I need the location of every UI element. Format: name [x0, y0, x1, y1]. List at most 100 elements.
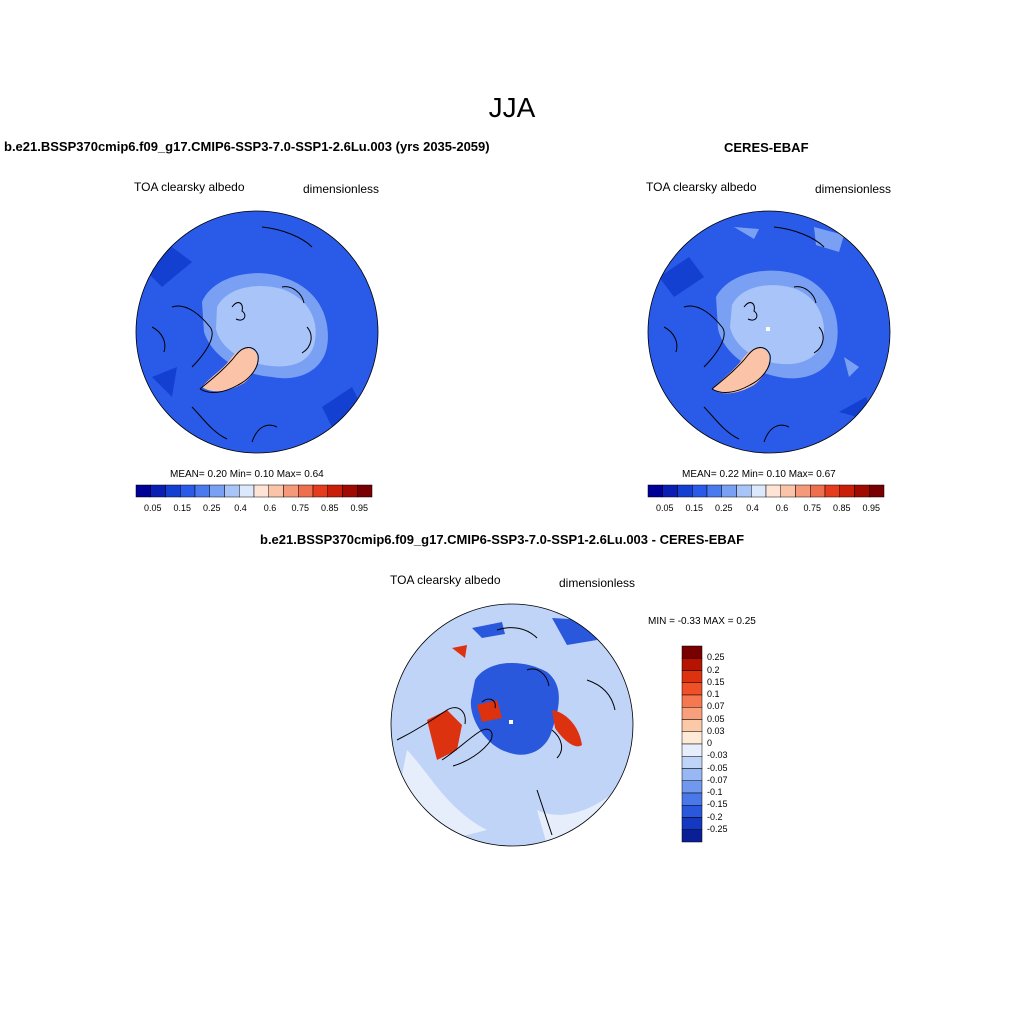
colorbar-box	[312, 484, 328, 498]
diff-colorbar-tick-label: -0.05	[707, 762, 728, 773]
diff-colorbar-box	[681, 694, 703, 708]
colorbar-box	[869, 484, 885, 498]
obs-colorbar	[647, 484, 885, 498]
diff-colorbar-box	[681, 780, 703, 794]
diff-colorbar-box	[681, 682, 703, 696]
colorbar-tick-label: 0.85	[833, 503, 851, 513]
diff-colorbar-box	[681, 792, 703, 806]
model-colorbar-boxes	[135, 484, 373, 498]
diff-pole-hole	[509, 720, 513, 724]
model-coastlines	[151, 226, 313, 443]
colorbar-box	[253, 484, 269, 498]
colorbar-box	[736, 484, 752, 498]
obs-panel-title: CERES-EBAF	[724, 140, 809, 155]
colorbar-box	[692, 484, 708, 498]
colorbar-tick-label: 0.05	[656, 503, 674, 513]
colorbar-box	[854, 484, 870, 498]
obs-colorbar-boxes	[647, 484, 885, 498]
diff-map-border	[390, 603, 634, 847]
colorbar-box	[795, 484, 811, 498]
diff-colorbar-tick-label: 0.07	[707, 701, 725, 712]
colorbar-tick-label: 0.25	[203, 503, 221, 513]
obs-pole-hole	[766, 327, 770, 331]
diff-colorbar-box	[681, 670, 703, 683]
diff-variable-label: TOA clearsky albedo	[390, 573, 501, 587]
colorbar-box	[810, 484, 826, 498]
obs-variable-label: TOA clearsky albedo	[646, 180, 757, 194]
diff-colorbar-tick-label: 0.15	[707, 676, 725, 687]
model-colorbar	[135, 484, 373, 498]
colorbar-tick-label: 0.4	[234, 503, 247, 513]
diff-units-label: dimensionless	[559, 576, 636, 590]
diff-neutral-patches	[397, 750, 627, 845]
diff-colorbar-tick-label: -0.15	[707, 799, 728, 810]
colorbar-box	[150, 484, 166, 498]
obs-stats: MEAN= 0.22 Min= 0.10 Max= 0.67	[682, 469, 836, 480]
colorbar-tick-label: 0.4	[746, 503, 759, 513]
colorbar-box	[135, 484, 151, 498]
diff-colorbar-box	[681, 719, 703, 732]
diff-coastlines	[396, 627, 616, 836]
diff-colorbar-box	[681, 707, 703, 720]
colorbar-box	[283, 484, 299, 498]
colorbar-box	[706, 484, 722, 498]
diff-negative-north	[472, 618, 597, 645]
diff-colorbar-tick-label: 0.2	[707, 664, 720, 675]
diff-colorbar-box	[681, 731, 703, 745]
diff-negative-arctic	[470, 662, 559, 755]
colorbar-box	[180, 484, 196, 498]
model-panel-title: b.e21.BSSP370cmip6.f09_g17.CMIP6-SSP3-7.…	[4, 139, 490, 154]
colorbar-box	[839, 484, 855, 498]
diff-colorbar-tick-label: -0.25	[707, 823, 728, 834]
diff-colorbar-box	[681, 817, 703, 830]
colorbar-box	[751, 484, 767, 498]
colorbar-box	[327, 484, 343, 498]
diff-colorbar-box	[681, 743, 703, 757]
colorbar-box	[765, 484, 781, 498]
colorbar-box	[224, 484, 240, 498]
diff-colorbar-tick-label: -0.2	[707, 811, 723, 822]
colorbar-tick-label: 0.6	[775, 503, 789, 513]
colorbar-box	[298, 484, 314, 498]
obs-light-patches	[734, 227, 859, 377]
diff-colorbar-boxes	[681, 645, 703, 843]
model-variable-label: TOA clearsky albedo	[134, 180, 245, 194]
colorbar-tick-label: 0.15	[685, 503, 704, 513]
diff-stats: MIN = -0.33 MAX = 0.25	[648, 616, 756, 627]
diff-colorbar-tick-label: -0.03	[707, 750, 728, 761]
diff-colorbar	[681, 645, 703, 843]
model-units-label: dimensionless	[303, 182, 380, 196]
colorbar-tick-label: 0.75	[803, 503, 822, 513]
diff-colorbar-box	[681, 768, 703, 781]
diff-positive-archipelago	[427, 700, 502, 760]
diff-colorbar-tick-label: 0.1	[707, 689, 720, 699]
colorbar-tick-label: 0.25	[715, 503, 733, 513]
diff-polar-map	[390, 603, 634, 847]
season-title: JJA	[488, 92, 536, 123]
colorbar-box	[239, 484, 255, 498]
colorbar-box	[662, 484, 678, 498]
colorbar-tick-label: 0.85	[321, 503, 339, 513]
obs-dark-patches	[659, 257, 876, 422]
diff-colorbar-tick-label: 0	[707, 738, 713, 748]
colorbar-tick-label: 0.05	[144, 503, 162, 513]
diff-colorbar-tick-label: 0.25	[707, 652, 725, 663]
colorbar-box	[268, 484, 284, 498]
colorbar-box	[357, 484, 373, 498]
model-polar-map	[135, 210, 379, 454]
model-greenland	[202, 348, 258, 392]
colorbar-tick-label: 0.95	[862, 503, 881, 513]
diff-colorbar-tick-label: -0.07	[707, 774, 728, 785]
model-map-border	[135, 210, 379, 454]
diff-colorbar-box	[681, 829, 703, 843]
diff-positive-east	[552, 710, 582, 747]
diff-colorbar-box	[681, 658, 703, 671]
diff-colorbar-tick-label: -0.1	[707, 787, 723, 797]
colorbar-box	[721, 484, 737, 498]
colorbar-tick-label: 0.95	[350, 503, 369, 513]
colorbar-box	[677, 484, 693, 498]
colorbar-box	[194, 484, 210, 498]
diff-colorbar-tick-label: 0.05	[707, 713, 725, 724]
diff-positive-north	[452, 645, 467, 658]
colorbar-tick-label: 0.75	[291, 503, 310, 513]
